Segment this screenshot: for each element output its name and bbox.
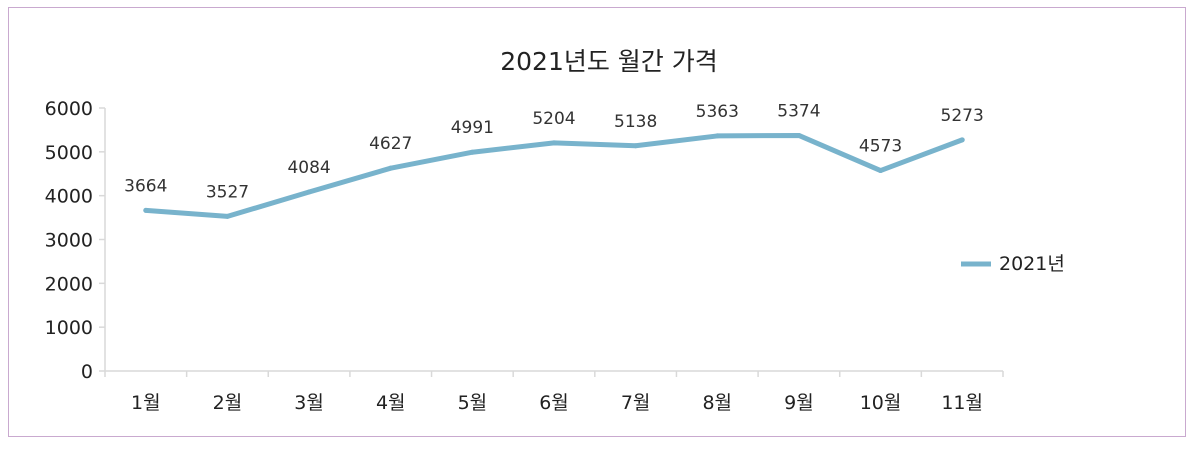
data-label: 5363 [696,102,739,122]
series-line [143,132,965,219]
y-tick-label: 6000 [45,98,93,120]
y-tick-label: 0 [81,361,93,383]
series-group [143,132,965,219]
data-point [959,137,965,143]
x-tick-label: 1월 [131,392,161,414]
x-tick-label: 11월 [941,392,983,414]
data-point [878,168,884,174]
chart-frame: 2021년도 월간 가격 0 1000 2000 3000 4000 5000 6000 1… [8,7,1186,437]
data-labels: 3664 3527 4084 4627 4991 5204 5138 5363 5374 4573… [124,101,984,202]
x-axis: 1월 2월 3월 4월 5월 6월 7월 8월 9월 10월 11월 [104,370,1004,414]
x-tick-label: 9월 [784,392,814,414]
data-label: 4084 [287,158,330,178]
y-tick-label: 4000 [45,186,93,208]
data-point [633,143,639,149]
data-label: 5138 [614,112,657,132]
y-axis: 0 1000 2000 3000 4000 5000 6000 [45,98,106,383]
line-chart: 2021년도 월간 가격 0 1000 2000 3000 4000 5000 6000 1… [45,47,1065,414]
data-label: 4991 [451,118,494,138]
y-tick-label: 5000 [45,142,93,164]
data-point [796,132,802,138]
data-point [306,189,312,195]
data-point [714,133,720,139]
legend: 2021년 [961,253,1065,275]
y-tick-label: 2000 [45,273,93,295]
data-label: 5374 [777,101,820,121]
x-tick-label: 10월 [860,392,902,414]
x-tick-label: 2월 [213,392,243,414]
data-label: 5204 [532,109,575,129]
data-point [388,165,394,171]
legend-label: 2021년 [999,253,1065,275]
x-tick-label: 4월 [376,392,406,414]
data-label: 3527 [206,182,249,202]
data-label: 5273 [941,106,984,126]
chart-title: 2021년도 월간 가격 [500,47,718,76]
data-label: 4627 [369,134,412,154]
data-point [551,140,557,146]
x-tick-label: 5월 [458,392,488,414]
x-tick-label: 8월 [702,392,732,414]
x-tick-label: 6월 [539,392,569,414]
y-tick-label: 1000 [45,317,93,339]
y-tick-label: 3000 [45,230,93,252]
data-point [224,213,230,219]
x-tick-label: 7월 [621,392,651,414]
data-label: 3664 [124,176,167,196]
data-point [143,207,149,213]
x-tick-label: 3월 [294,392,324,414]
data-label: 4573 [859,137,902,157]
data-point [469,149,475,155]
